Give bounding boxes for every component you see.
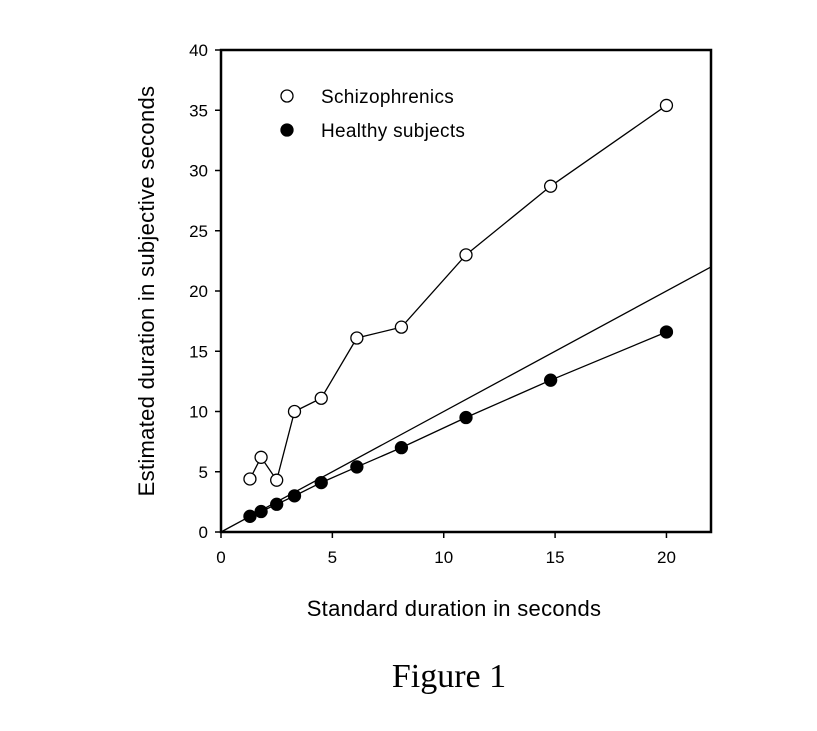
data-point-healthy-subjects <box>394 440 409 455</box>
data-point-schizophrenics <box>659 98 674 113</box>
data-point-healthy-subjects <box>254 504 268 519</box>
data-point-schizophrenics <box>254 450 268 464</box>
data-point-schizophrenics <box>287 404 302 419</box>
y-tick-label: 35 <box>189 101 208 120</box>
y-tick-label: 10 <box>189 403 208 422</box>
data-point-healthy-subjects <box>243 509 257 523</box>
y-tick-label: 15 <box>189 342 208 361</box>
figure-caption: Figure 1 <box>392 658 506 695</box>
legend-label-healthy-subjects: Healthy subjects <box>321 121 465 142</box>
data-point-healthy-subjects <box>543 373 558 387</box>
y-axis-title: Estimated duration in subjective seconds <box>134 86 159 497</box>
data-point-healthy-subjects <box>350 460 364 474</box>
y-tick-label: 20 <box>189 282 208 301</box>
data-point-healthy-subjects <box>287 489 302 503</box>
legend-marker-healthy-subjects <box>280 123 294 137</box>
y-tick-label: 40 <box>189 41 208 60</box>
x-axis-title: Standard duration in seconds <box>307 596 602 621</box>
y-tick-label: 0 <box>199 523 208 542</box>
y-tick-label: 5 <box>199 463 208 482</box>
legend: Schizophrenics Healthy subjects <box>280 87 465 142</box>
data-point-schizophrenics <box>543 179 558 193</box>
series-schizophrenics <box>243 98 674 487</box>
x-tick-label: 0 <box>216 548 225 567</box>
data-point-schizophrenics <box>243 472 257 486</box>
data-point-schizophrenics <box>314 391 328 405</box>
series-line-healthy-subjects <box>249 331 667 517</box>
x-tick-label: 20 <box>657 548 676 567</box>
data-point-healthy-subjects <box>459 410 473 425</box>
data-point-schizophrenics <box>350 331 364 345</box>
x-tick-label: 5 <box>328 548 337 567</box>
series-line-schizophrenics <box>249 104 667 482</box>
x-tick-label: 15 <box>546 548 565 567</box>
data-point-healthy-subjects <box>314 475 328 490</box>
y-tick-label: 30 <box>189 162 208 181</box>
reference-line-layer <box>220 266 712 533</box>
y-tick-label: 25 <box>189 222 208 241</box>
data-point-schizophrenics <box>394 320 409 334</box>
data-point-schizophrenics <box>270 473 284 487</box>
data-point-schizophrenics <box>459 248 473 262</box>
identity-line <box>220 266 712 533</box>
data-point-healthy-subjects <box>659 325 674 339</box>
plot-frame <box>219 48 713 534</box>
legend-label-schizophrenics: Schizophrenics <box>321 87 454 108</box>
x-tick-label: 10 <box>434 548 453 567</box>
series-healthy-subjects <box>243 325 674 523</box>
legend-marker-schizophrenics <box>280 89 294 103</box>
data-point-healthy-subjects <box>270 497 284 511</box>
axes: 0 5 10 15 20 0 5 10 15 20 25 30 35 40 <box>189 41 713 567</box>
series-layer <box>243 98 674 523</box>
